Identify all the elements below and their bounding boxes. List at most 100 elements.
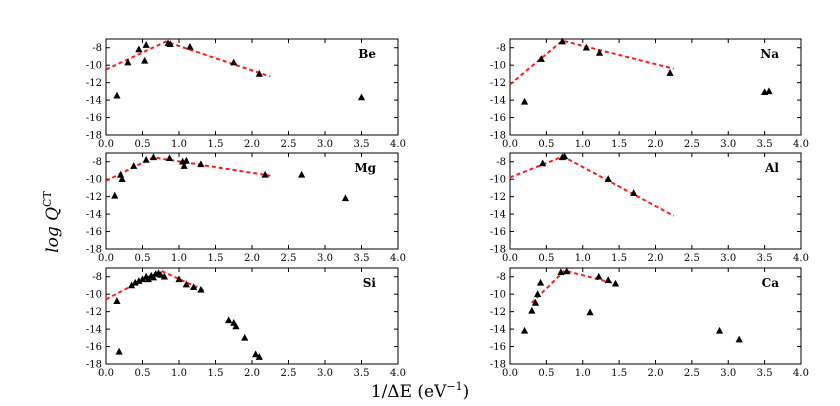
y-tick-label: -12 bbox=[86, 192, 102, 203]
data-point bbox=[115, 347, 123, 355]
x-tick-label: 0.5 bbox=[135, 368, 151, 379]
x-tick-label: 0.5 bbox=[538, 139, 554, 150]
x-tick-label: 3.0 bbox=[317, 253, 333, 264]
x-tick-label: 0.0 bbox=[502, 139, 518, 150]
data-point bbox=[138, 275, 147, 283]
x-tick-label: 2.5 bbox=[684, 253, 700, 264]
axes-frame bbox=[509, 152, 802, 250]
axes-frame bbox=[509, 38, 802, 136]
data-point bbox=[127, 281, 136, 289]
x-tick-label: 2.0 bbox=[648, 368, 664, 379]
panel-al: 0.0 0.5 1.0 1.5 2.0 2.5 3.0 3.5 4.0 -8 -10 -12 -14 -1… bbox=[490, 152, 809, 264]
data-point bbox=[225, 316, 233, 324]
y-tick-label: -8 bbox=[496, 157, 506, 168]
panel-label: Be bbox=[358, 47, 376, 61]
y-tick-label: -18 bbox=[86, 131, 102, 142]
fit-line bbox=[531, 269, 616, 304]
y-tick-label: -8 bbox=[92, 43, 102, 54]
data-point bbox=[715, 326, 724, 334]
x-tick-label: 3.5 bbox=[354, 368, 370, 379]
x-tick-label: 1.5 bbox=[611, 368, 627, 379]
x-tick-label: 3.0 bbox=[317, 139, 333, 150]
data-point bbox=[528, 306, 536, 314]
data-point bbox=[144, 275, 152, 283]
x-tick-label: 3.5 bbox=[354, 139, 370, 150]
x-tick-label: 4.0 bbox=[793, 139, 809, 150]
x-tick-label: 0.5 bbox=[135, 253, 151, 264]
data-point bbox=[190, 283, 198, 290]
data-point bbox=[241, 333, 249, 341]
data-point bbox=[666, 69, 674, 76]
x-tick-label: 4.0 bbox=[390, 253, 406, 264]
panel-mg: 0.0 0.5 1.0 1.5 2.0 2.5 3.0 3.5 4.0 -8 -10 -12 -14 -1… bbox=[86, 152, 406, 264]
y-tick-label: -14 bbox=[490, 96, 506, 107]
x-tick-label: 3.5 bbox=[757, 368, 773, 379]
y-tick-label: -8 bbox=[496, 43, 506, 54]
y-tick-label: -10 bbox=[490, 175, 506, 186]
x-tick-label: 2.5 bbox=[281, 368, 297, 379]
data-point bbox=[630, 189, 638, 196]
data-point bbox=[539, 159, 547, 167]
x-tick-label: 1.0 bbox=[171, 253, 187, 264]
data-point bbox=[531, 298, 540, 306]
y-axis-title-main: log Q bbox=[43, 207, 63, 253]
y-tick-label: -16 bbox=[86, 342, 102, 353]
y-tick-label: -18 bbox=[490, 360, 506, 371]
data-point bbox=[563, 267, 571, 275]
panel-na: 0.0 0.5 1.0 1.5 2.0 2.5 3.0 3.5 4.0 -8 -10 -12 -14 -1… bbox=[490, 37, 809, 150]
data-point bbox=[357, 93, 366, 101]
y-tick-label: -12 bbox=[490, 192, 506, 203]
x-tick-label: 0.0 bbox=[98, 253, 114, 264]
data-point bbox=[595, 272, 603, 280]
x-tick-label: 3.0 bbox=[317, 368, 333, 379]
data-point bbox=[604, 175, 612, 182]
data-point bbox=[113, 297, 121, 304]
fit-line bbox=[509, 39, 674, 86]
panel-label: Al bbox=[764, 161, 779, 175]
data-point bbox=[124, 58, 132, 66]
fit-line bbox=[509, 155, 675, 217]
data-point bbox=[252, 350, 260, 358]
data-point bbox=[131, 278, 139, 286]
data-point bbox=[165, 154, 174, 162]
x-tick-label: 2.0 bbox=[244, 253, 260, 264]
x-tick-label: 3.5 bbox=[757, 253, 773, 264]
y-tick-label: -10 bbox=[490, 61, 506, 72]
y-tick-label: -10 bbox=[86, 175, 102, 186]
data-point bbox=[520, 97, 529, 105]
data-point bbox=[255, 353, 263, 360]
x-tick-label: 2.5 bbox=[684, 368, 700, 379]
data-point bbox=[586, 308, 594, 316]
x-axis-title-sup: −1 bbox=[446, 380, 462, 393]
x-axis-title: 1/ΔE (eV−1) bbox=[371, 380, 469, 402]
y-tick-label: -12 bbox=[86, 78, 102, 89]
x-tick-label: 3.5 bbox=[757, 139, 773, 150]
data-point bbox=[149, 273, 158, 281]
y-tick-label: -16 bbox=[490, 113, 506, 124]
y-tick-label: -10 bbox=[86, 290, 102, 301]
x-tick-label: 0.0 bbox=[502, 253, 518, 264]
data-point bbox=[118, 175, 126, 182]
data-point bbox=[160, 272, 168, 280]
data-point bbox=[180, 162, 188, 169]
x-tick-label: 2.0 bbox=[244, 139, 260, 150]
axes-frame bbox=[105, 267, 399, 365]
y-axis-title: log QCT bbox=[41, 191, 63, 253]
y-tick-label: -18 bbox=[86, 245, 102, 256]
x-tick-label: 1.0 bbox=[575, 253, 591, 264]
x-tick-label: 1.5 bbox=[208, 253, 224, 264]
x-tick-label: 4.0 bbox=[793, 368, 809, 379]
data-point bbox=[142, 41, 150, 48]
fit-line bbox=[105, 40, 271, 78]
y-tick-label: -8 bbox=[496, 272, 506, 283]
data-point bbox=[582, 43, 590, 51]
x-tick-label: 3.0 bbox=[720, 368, 736, 379]
y-tick-label: -12 bbox=[86, 307, 102, 318]
y-tick-label: -12 bbox=[490, 78, 506, 89]
panels: 0.0 0.5 1.0 1.5 2.0 2.5 3.0 3.5 4.0 -8 -10 -12 -14 -1… bbox=[86, 37, 809, 379]
data-point bbox=[536, 278, 545, 286]
x-tick-label: 2.0 bbox=[244, 368, 260, 379]
panel-be: 0.0 0.5 1.0 1.5 2.0 2.5 3.0 3.5 4.0 -8 -10 -12 -14 -1… bbox=[86, 38, 406, 150]
panel-label: Ca bbox=[762, 276, 780, 290]
